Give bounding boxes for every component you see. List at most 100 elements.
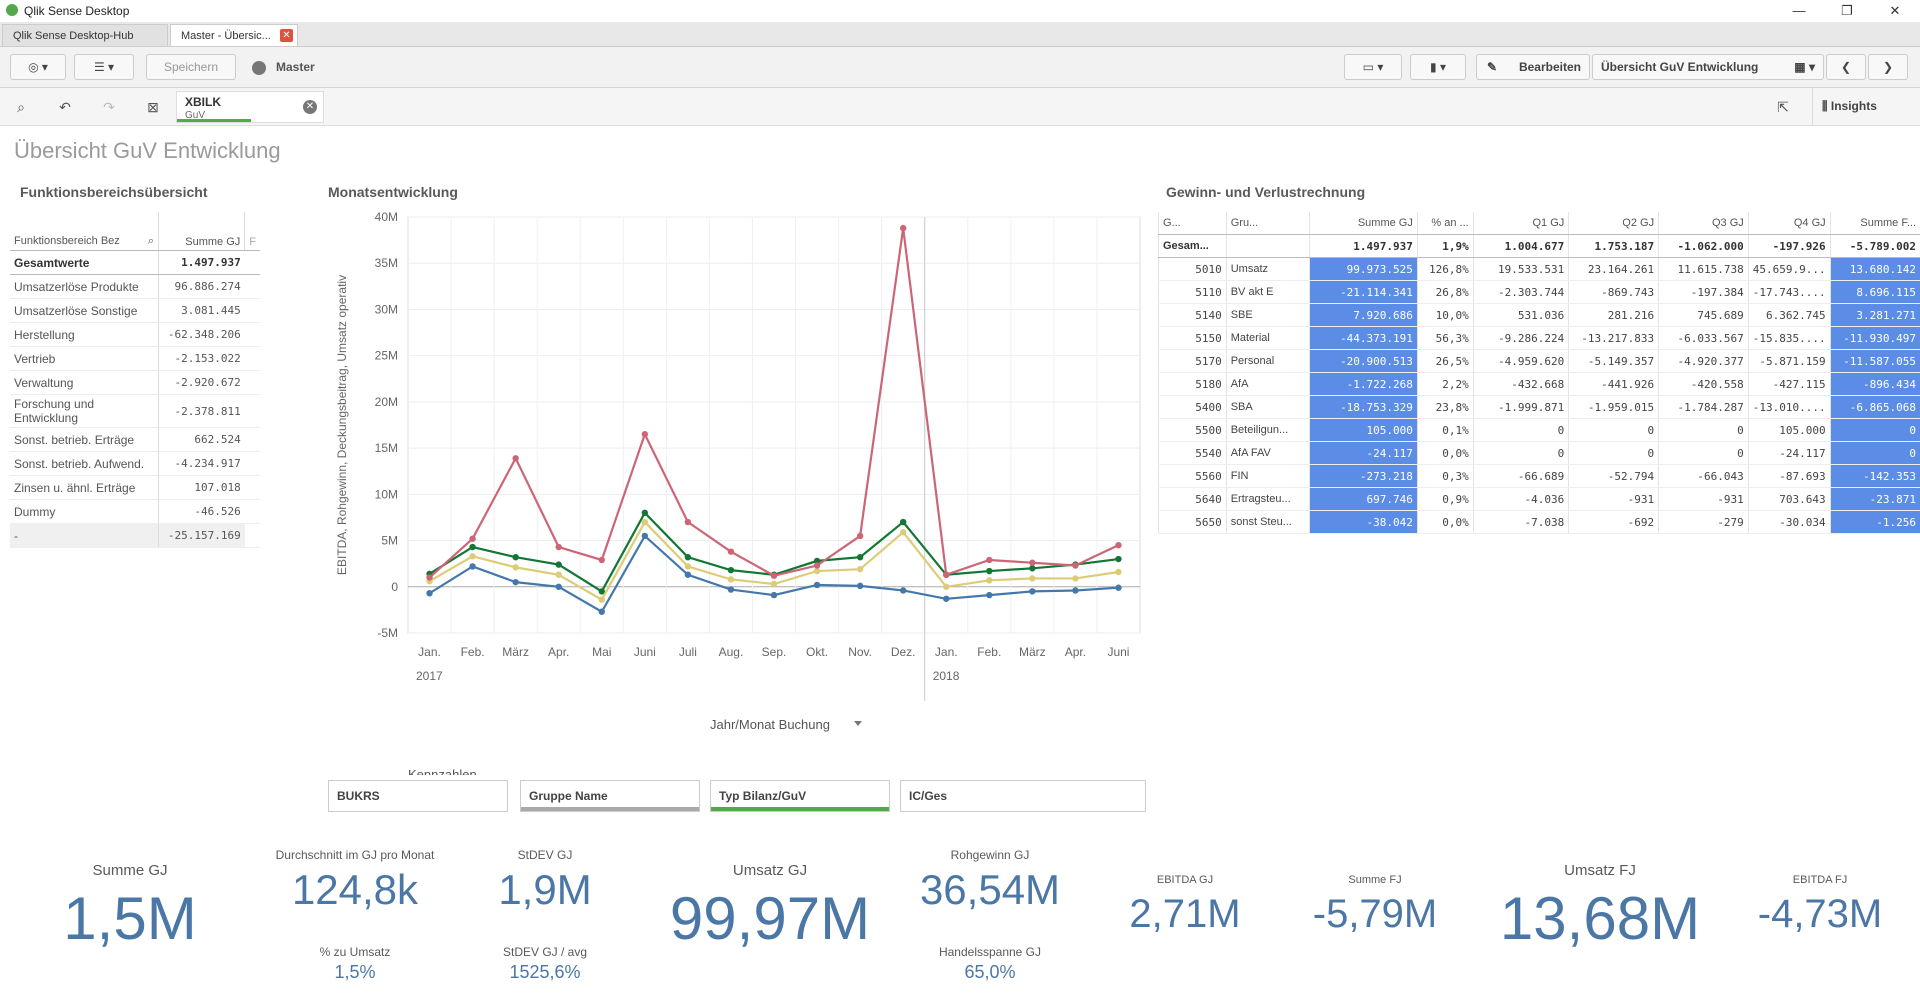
data-point[interactable] [598,556,605,564]
table-row[interactable]: 5650 sonst Steu... -38.042 0,0% -7.038 -692 -2… [1158,510,1920,534]
filter-bukrs[interactable]: BUKRS [328,780,508,812]
data-point[interactable] [899,587,907,594]
table-row[interactable]: - -25.157.169 [10,523,260,548]
data-point[interactable] [469,563,476,570]
data-point[interactable] [856,582,864,590]
data-point[interactable] [813,562,821,569]
table-row[interactable]: 5140 SBE 7.920.686 10,0% 531.036 281.216 745.6… [1158,303,1920,327]
data-point[interactable] [813,581,821,589]
data-point[interactable] [1072,562,1079,569]
data-point[interactable] [641,532,649,540]
guv-header-cell[interactable]: Q1 GJ [1472,212,1569,235]
data-point[interactable] [1029,588,1036,595]
data-point[interactable] [943,571,950,578]
data-point[interactable] [986,577,993,584]
table-row[interactable]: Vertrieb -2.153.022 [10,346,260,371]
data-point[interactable] [986,567,993,575]
data-point[interactable] [1115,568,1122,576]
fb-header-bereich[interactable]: Funktionsbereich Bez ⌕ [10,212,159,251]
guv-header-cell[interactable]: Q2 GJ [1568,212,1659,235]
data-point[interactable] [727,586,735,593]
guv-header-cell[interactable]: Q4 GJ [1747,212,1831,235]
guv-header-cell[interactable]: G... [1158,212,1227,235]
restore-button[interactable]: ❐ [1841,3,1853,18]
data-point[interactable] [813,567,821,575]
data-point[interactable] [684,563,692,570]
table-row[interactable]: Umsatzerlöse Produkte 96.886.274 [10,274,260,299]
data-point[interactable] [856,566,864,573]
smart-search-icon[interactable]: ⌕ [17,99,25,115]
data-point[interactable] [555,543,562,551]
table-row[interactable]: Sonst. betrieb. Erträge 662.524 [10,427,260,452]
data-point[interactable] [1115,541,1122,549]
data-point[interactable] [469,535,476,542]
filter-ic-ges[interactable]: IC/Ges [900,780,1146,812]
data-point[interactable] [899,518,907,526]
search-icon[interactable]: ⌕ [147,235,154,247]
data-point[interactable] [512,553,519,561]
bookmark-button[interactable]: ▮ ▾ [1410,54,1466,80]
data-point[interactable] [899,529,907,536]
selection-chip[interactable]: XBILK GuV ✕ [176,91,324,123]
data-point[interactable] [986,556,993,564]
data-point[interactable] [1072,575,1079,582]
guv-header-cell[interactable]: % an ... [1416,212,1474,235]
tab-close-icon[interactable]: ✕ [280,29,293,42]
filter-gruppe-name[interactable]: Gruppe Name [520,780,700,812]
x-axis-title[interactable]: Jahr/Monat Buchung [710,717,830,732]
sheet-selector[interactable]: Übersicht GuV Entwicklung ▦ ▾ [1592,54,1824,80]
navigation-menu-button[interactable]: ◎ ▾ [10,54,66,80]
data-point[interactable] [770,591,778,599]
clear-selection-icon[interactable]: ✕ [303,100,317,114]
story-button[interactable]: ▭ ▾ [1344,54,1402,80]
tab-hub[interactable]: Qlik Sense Desktop-Hub [2,24,168,46]
guv-table[interactable]: G... Gru... Summe GJ% an ... Q1 GJ Q2 GJ Q3 G… [1158,212,1920,534]
save-button[interactable]: Speichern [146,54,236,80]
data-point[interactable] [986,591,993,599]
fb-header-summe[interactable]: Summe GJ [157,212,245,251]
clear-selections-icon[interactable]: ⊠ [147,99,159,115]
table-row[interactable]: 5500 Beteiligun... 105.000 0,1% 0 0 0 105.000 0 [1158,418,1920,442]
series-line-3[interactable] [428,227,1119,579]
table-row[interactable]: 5400 SBA -18.753.329 23,8% -1.999.871 -1.959.… [1158,395,1920,419]
data-point[interactable] [555,561,562,568]
table-row[interactable]: 5640 Ertragsteu... 697.746 0,9% -4.036 -931 -9… [1158,487,1920,511]
table-row[interactable]: 5110 BV akt E -21.114.341 26,8% -2.303.744 -8… [1158,280,1920,304]
funktionsbereich-table[interactable]: Funktionsbereich Bez ⌕ Summe GJ F Gesamt… [10,212,260,548]
filter-typ-bilanz[interactable]: Typ Bilanz/GuV [710,780,890,812]
data-point[interactable] [1029,565,1036,572]
data-point[interactable] [598,608,605,615]
tab-master[interactable]: Master - Übersic... ✕ [170,24,298,46]
guv-header-cell[interactable]: Summe F... [1829,212,1920,235]
table-row[interactable]: 5560 FIN -273.218 0,3% -66.689 -52.794 -66.043… [1158,464,1920,488]
table-row[interactable]: 5180 AfA -1.722.268 2,2% -432.668 -441.926 -42… [1158,372,1920,396]
close-window-button[interactable]: ✕ [1889,3,1901,18]
table-row[interactable]: Umsatzerlöse Sonstige 3.081.445 [10,298,260,323]
data-point[interactable] [641,509,649,517]
insights-button[interactable]: ⫼ Insights [1822,99,1877,114]
data-point[interactable] [899,224,907,232]
previous-sheet-button[interactable]: ❮ [1826,54,1866,80]
data-point[interactable] [598,588,605,595]
table-row[interactable]: 5540 AfA FAV -24.117 0,0% 0 0 0 -24.117 0 [1158,441,1920,465]
data-point[interactable] [1029,559,1036,566]
data-point[interactable] [943,583,950,590]
minimize-button[interactable]: — [1792,3,1806,18]
data-point[interactable] [1072,587,1079,594]
step-back-icon[interactable]: ↶ [59,99,71,115]
data-point[interactable] [512,578,519,586]
data-point[interactable] [813,557,821,565]
table-row[interactable]: Herstellung -62.348.206 [10,322,260,347]
data-point[interactable] [469,543,476,551]
data-point[interactable] [1029,575,1036,582]
data-point[interactable] [512,455,519,462]
data-point[interactable] [856,553,864,561]
data-point[interactable] [426,574,433,581]
data-point[interactable] [770,580,778,588]
data-point[interactable] [598,596,605,603]
guv-header-cell[interactable]: Summe GJ [1309,212,1418,235]
table-row[interactable]: Forschung und Entwicklung -2.378.811 [10,394,260,428]
x-axis-dropdown-icon[interactable] [854,721,862,726]
data-point[interactable] [512,564,519,571]
data-point[interactable] [684,553,692,561]
